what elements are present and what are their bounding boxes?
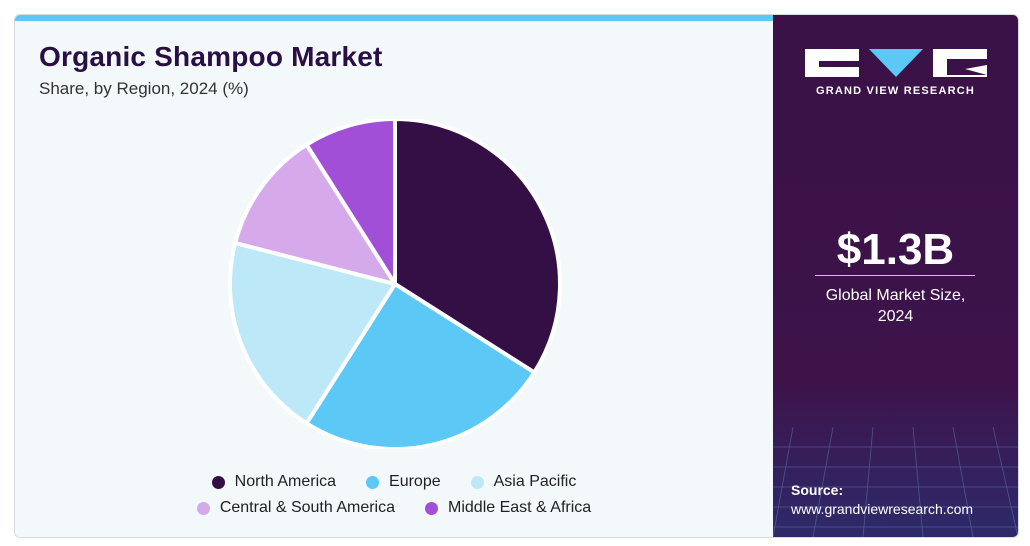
source-label: Source:: [791, 482, 844, 498]
chart-subtitle: Share, by Region, 2024 (%): [39, 79, 249, 98]
chart-title: Organic Shampoo Market: [39, 41, 383, 72]
market-size-label-line1: Global Market Size,: [825, 287, 966, 304]
legend-item-middle-east-africa: Middle East & Africa: [425, 499, 591, 517]
chart-panel: Organic Shampoo Market Share, by Region,…: [15, 15, 773, 537]
legend-swatch-asia-pacific: [470, 475, 484, 489]
legend-label-middle-east-africa: Middle East & Africa: [448, 499, 592, 516]
infographic-card: Organic Shampoo Market Share, by Region,…: [14, 14, 1019, 538]
pie-slice-asia-pacific: [228, 240, 397, 426]
legend-swatch-middle-east-africa: [425, 501, 439, 515]
legend-label-asia-pacific: Asia Pacific: [493, 473, 577, 490]
pie-slice-europe: [304, 282, 537, 449]
legend-item-asia-pacific: Asia Pacific: [470, 473, 577, 491]
legend-label-north-america: North America: [234, 473, 337, 490]
legend-swatch-north-america: [211, 475, 225, 489]
legend-swatch-central-south-america: [196, 501, 210, 515]
pie-slice-central-south-america: [233, 142, 397, 286]
legend-label-europe: Europe: [389, 473, 441, 490]
legend-item-europe: Europe: [366, 473, 441, 491]
market-size-label-line2: 2024: [877, 308, 914, 325]
decorative-grid: [773, 427, 1018, 537]
pie-chart: [228, 119, 562, 449]
legend-label-central-south-america: Central & South America: [219, 499, 396, 516]
source-link[interactable]: www.grandviewresearch.com: [791, 501, 974, 517]
divider: [815, 275, 975, 276]
info-panel: GRAND VIEW RESEARCH $1.3B Global Market …: [773, 15, 1018, 537]
pie-slice-middle-east-africa: [304, 119, 397, 286]
legend-item-central-south-america: Central & South America: [196, 499, 396, 517]
legend-item-north-america: North America: [211, 473, 337, 491]
accent-bar: [15, 15, 773, 21]
legend-swatch-europe: [366, 475, 380, 489]
brand-name: GRAND VIEW RESEARCH: [815, 85, 976, 97]
market-size-value: $1.3B: [836, 225, 955, 274]
grand-view-research-logo-icon: [805, 49, 987, 77]
market-size-label: Global Market Size, 2024: [773, 285, 1018, 327]
legend-row-2: Central & South America Middle East & Af…: [15, 499, 773, 517]
legend-row-1: North America Europe Asia Pacific: [15, 473, 773, 491]
